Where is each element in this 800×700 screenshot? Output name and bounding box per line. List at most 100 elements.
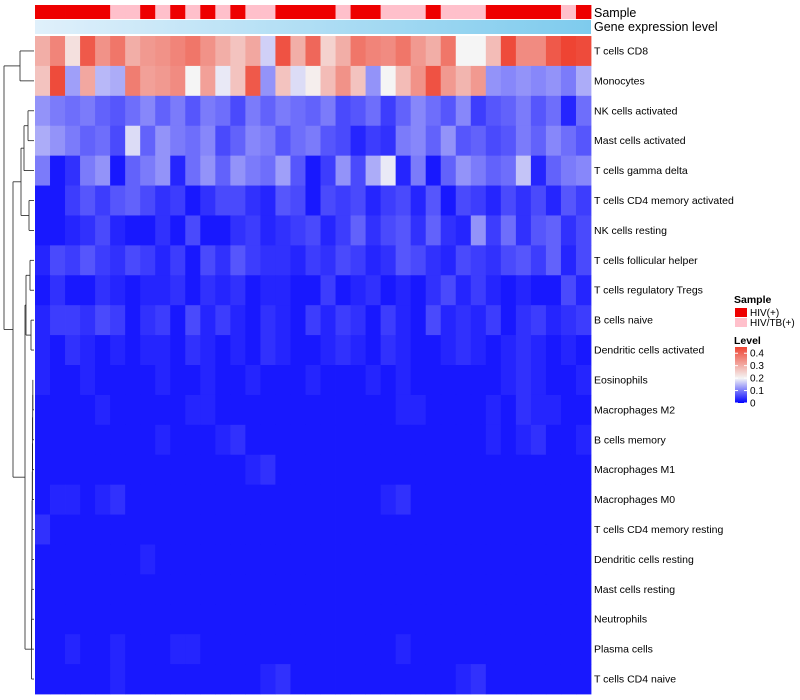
heatmap-cell xyxy=(380,544,397,575)
heatmap-cell xyxy=(80,634,96,665)
heatmap-cell xyxy=(455,215,472,246)
heatmap-cell xyxy=(425,604,442,635)
heatmap-cell xyxy=(35,454,51,486)
heatmap-cell xyxy=(500,215,517,246)
heatmap-cell xyxy=(80,95,96,127)
heatmap-cell xyxy=(575,305,592,336)
sample-annotation-cell xyxy=(320,5,336,19)
heatmap-cell xyxy=(500,454,517,486)
heatmap-cell xyxy=(200,484,216,515)
sample-annotation-cell xyxy=(275,5,291,19)
heatmap-cell xyxy=(515,365,532,396)
heatmap-cell xyxy=(485,544,502,575)
heatmap-cell xyxy=(530,215,547,246)
heatmap-cell xyxy=(140,604,156,635)
heatmap-cell xyxy=(410,335,427,366)
heatmap-cell xyxy=(515,125,532,157)
heatmap-cell xyxy=(155,215,171,246)
heatmap-cell xyxy=(485,664,502,695)
heatmap-cell xyxy=(410,544,427,575)
heatmap-cell xyxy=(530,604,547,635)
heatmap-cell xyxy=(200,574,216,605)
heatmap-cell xyxy=(365,484,382,515)
heatmap-cell xyxy=(245,335,261,366)
heatmap-cell xyxy=(500,424,517,456)
heatmap-cell xyxy=(320,634,336,665)
heatmap-cell xyxy=(515,574,532,605)
heatmap-cell xyxy=(155,514,171,545)
heatmap-cell xyxy=(200,664,216,695)
heatmap-cell xyxy=(65,65,81,97)
heatmap-cell xyxy=(395,155,412,186)
heatmap-cell xyxy=(545,574,562,605)
heatmap-cell xyxy=(470,574,487,605)
heatmap-cell xyxy=(35,574,51,605)
heatmap-cell xyxy=(410,454,427,486)
heatmap-cell xyxy=(425,185,442,216)
heatmap-cell xyxy=(260,125,276,157)
heatmap-cell xyxy=(485,36,502,67)
heatmap-cell xyxy=(515,65,532,97)
heatmap-cell xyxy=(305,125,321,157)
heatmap-cell xyxy=(125,95,141,127)
heatmap-cell xyxy=(185,664,201,695)
heatmap-cell xyxy=(515,95,532,127)
heatmap-cell xyxy=(425,36,442,67)
heatmap-cell xyxy=(485,95,502,127)
row-label: Mast cells resting xyxy=(594,584,675,596)
heatmap-cell xyxy=(530,125,547,157)
heatmap-cell xyxy=(545,365,562,396)
heatmap-cell xyxy=(320,365,336,396)
sample-annotation-cell xyxy=(365,5,382,19)
heatmap-cell xyxy=(185,574,201,605)
heatmap-cell xyxy=(500,36,517,67)
heatmap-cell xyxy=(545,65,562,97)
heatmap-cell xyxy=(65,514,81,545)
heatmap-cell xyxy=(380,95,397,127)
heatmap-cell xyxy=(80,185,96,216)
heatmap-cell xyxy=(515,155,532,186)
heatmap-cell xyxy=(425,634,442,665)
heatmap-cell xyxy=(470,155,487,186)
sample-annotation-cell xyxy=(155,5,171,19)
heatmap-cell xyxy=(230,394,246,426)
heatmap-cell xyxy=(575,125,592,157)
heatmap-cell xyxy=(275,125,291,157)
heatmap-cell xyxy=(515,335,532,366)
heatmap-cell xyxy=(380,574,397,605)
heatmap-cell xyxy=(185,484,201,515)
heatmap-cell xyxy=(425,155,442,186)
heatmap-cell xyxy=(410,604,427,635)
heatmap-cell xyxy=(260,36,276,67)
heatmap-cell xyxy=(350,335,366,366)
heatmap-cell xyxy=(155,125,171,157)
heatmap-cell xyxy=(350,36,366,67)
heatmap-cell xyxy=(185,185,201,216)
sample-annotation-cell xyxy=(35,5,51,19)
heatmap-cell xyxy=(380,36,397,67)
sample-annotation-cell xyxy=(470,5,487,19)
sample-annotation-cell xyxy=(185,5,201,19)
heatmap-cell xyxy=(275,185,291,216)
heatmap-cell xyxy=(140,634,156,665)
heatmap-cell xyxy=(155,185,171,216)
heatmap-cell xyxy=(455,95,472,127)
heatmap-cell xyxy=(155,95,171,127)
heatmap-cell xyxy=(170,215,186,246)
heatmap-cell xyxy=(455,245,472,276)
heatmap-cell xyxy=(365,365,382,396)
heatmap-cell xyxy=(65,664,81,695)
heatmap-cell xyxy=(35,604,51,635)
heatmap-cell xyxy=(485,245,502,276)
sample-annotation-cell xyxy=(140,5,156,19)
sample-annotation-cell xyxy=(560,5,577,19)
heatmap-cell xyxy=(140,95,156,127)
heatmap-cell xyxy=(575,544,592,575)
heatmap-cell xyxy=(275,394,291,426)
heatmap-cell xyxy=(440,275,457,306)
heatmap-cell xyxy=(230,424,246,456)
heatmap-cell xyxy=(455,365,472,396)
heatmap-cell xyxy=(500,95,517,127)
heatmap-cell xyxy=(350,125,366,157)
